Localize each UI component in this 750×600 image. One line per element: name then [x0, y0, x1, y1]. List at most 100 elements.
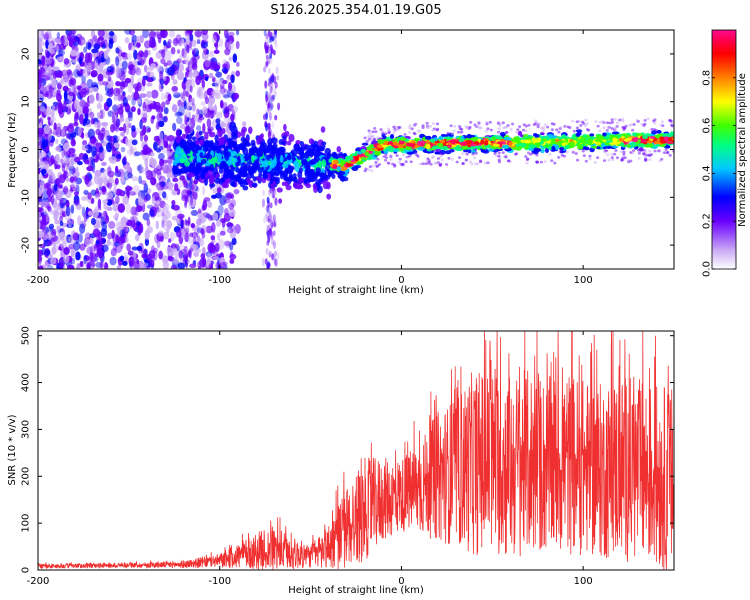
spectrogram-halo-cell — [483, 161, 488, 165]
spectrogram-noise-cell — [159, 158, 165, 167]
spectrogram-noise-cell — [138, 166, 145, 174]
spectrogram-noise-cell — [99, 95, 104, 103]
spectrogram-noise-cell — [38, 59, 42, 65]
spectrogram-signal-cell — [262, 169, 269, 178]
spectrogram-noise-cell — [201, 30, 208, 36]
spectrogram-noise-cell — [71, 180, 78, 192]
spectrogram-noise-cell — [98, 146, 104, 154]
spectrogram-signal-cell — [469, 146, 476, 150]
spectrogram-signal-cell — [382, 135, 387, 140]
spectrogram-halo-cell — [613, 117, 617, 121]
spectrogram-noise-cell — [101, 221, 108, 233]
spectrogram-noise-cell — [235, 70, 241, 77]
spectrogram-noise-cell — [46, 264, 54, 269]
spectrogram-noise-cell — [123, 155, 127, 163]
spectrogram-noise-cell — [38, 152, 47, 158]
spectrogram-noise-cell — [39, 93, 44, 99]
spectrogram-halo-cell — [497, 158, 501, 162]
spectrogram-signal-cell — [480, 139, 485, 145]
spectrogram-noise-cell — [97, 221, 104, 229]
spectrogram-signal-cell — [666, 145, 671, 149]
spectrogram-halo-cell — [602, 126, 606, 130]
spectrogram-signal-cell — [299, 145, 305, 152]
spectrogram-noise-cell — [56, 93, 62, 102]
spectrogram-noise-cell — [264, 80, 268, 89]
spectrogram-noise-cell — [213, 49, 220, 55]
spectrogram-noise-cell — [229, 121, 237, 132]
spectrogram-noise-cell — [166, 172, 173, 179]
spectrogram-noise-cell — [83, 159, 90, 165]
spectrogram-halo-cell — [646, 117, 650, 121]
spectrogram-noise-cell — [156, 163, 161, 170]
spectrogram-noise-cell — [87, 192, 92, 200]
spectrogram-signal-cell — [434, 148, 442, 152]
spectrogram-noise-cell — [55, 138, 59, 145]
spectrogram-noise-cell — [146, 71, 151, 80]
spectrogram-noise-cell — [212, 31, 219, 41]
spectrogram-noise-cell — [131, 98, 136, 106]
spectrogram-halo-cell — [404, 155, 409, 159]
spectrogram-noise-cell — [179, 38, 185, 45]
spectrogram-signal-cell — [258, 134, 264, 142]
spectrogram-signal-cell — [417, 146, 425, 151]
spectrogram-noise-cell — [270, 190, 274, 198]
spectrogram-noise-cell — [95, 217, 103, 224]
spectrogram-noise-cell — [89, 236, 94, 245]
spectrogram-halo-cell — [550, 159, 554, 162]
spectrogram-signal-cell — [176, 157, 181, 164]
spectrogram-noise-cell — [274, 258, 278, 267]
spectrogram-halo-cell — [535, 160, 539, 164]
spectrogram-signal-cell — [202, 145, 208, 152]
spectrogram-signal-cell — [582, 146, 588, 150]
spectrogram-signal-cell — [288, 173, 294, 180]
spectrogram-noise-cell — [224, 198, 231, 204]
colorbar-ticks: 0.00.20.40.60.8 — [702, 70, 736, 277]
spectrogram-halo-cell — [606, 126, 610, 129]
spectrogram-noise-cell — [140, 117, 147, 124]
spectrogram-noise-cell — [90, 180, 94, 186]
spectrogram-noise-cell — [267, 81, 271, 87]
spectrogram-halo-cell — [571, 119, 575, 123]
spectrogram-noise-cell — [139, 223, 144, 234]
spectrogram-noise-cell — [139, 265, 146, 269]
spectrogram-noise-cell — [59, 199, 64, 205]
spectrogram-noise-cell — [56, 225, 61, 230]
spectrogram-noise-cell — [151, 115, 156, 120]
spectrogram-signal-cell — [499, 131, 506, 137]
spectrogram-signal-cell — [540, 148, 545, 154]
spectrogram-signal-cell — [240, 157, 245, 163]
spectrogram-noise-cell — [273, 257, 277, 266]
spectrogram-signal-cell — [307, 148, 314, 156]
spectrogram-noise-cell — [138, 175, 143, 184]
spectrogram-signal-cell — [273, 168, 281, 177]
spectrogram-noise-cell — [161, 220, 165, 229]
spectrogram-signal-cell — [501, 141, 507, 145]
spectrogram-noise-cell — [38, 212, 41, 218]
spectrogram-noise-cell — [211, 35, 218, 44]
spectrogram-signal-cell — [269, 170, 275, 179]
spectrogram-noise-cell — [109, 156, 117, 164]
spectrogram-signal-cell — [193, 157, 198, 164]
spectrogram-signal-cell — [605, 139, 614, 143]
spectrogram-noise-cell — [199, 212, 207, 223]
spectrogram-noise-cell — [230, 113, 235, 122]
spectrogram-signal-cell — [240, 129, 246, 138]
spectrogram-noise-cell — [163, 107, 169, 115]
spectrogram-noise-cell — [160, 58, 166, 65]
spectrogram-halo-cell — [515, 130, 519, 134]
spectrogram-halo-cell — [377, 163, 382, 166]
spectrogram-noise-cell — [269, 52, 273, 59]
spectrogram-signal-cell — [240, 162, 247, 170]
spectrogram-halo-cell — [610, 127, 614, 130]
spectrogram-noise-cell — [87, 156, 94, 168]
spectrogram-halo-cell — [588, 154, 592, 158]
spectrogram-y-tick-label: 0 — [21, 146, 32, 152]
spectrogram-noise-cell — [161, 101, 166, 109]
spectrogram-noise-cell — [70, 138, 76, 147]
spectrogram-noise-cell — [67, 172, 72, 177]
spectrogram-halo-cell — [470, 162, 474, 166]
spectrogram-halo-cell — [641, 152, 646, 156]
spectrogram-noise-cell — [117, 226, 123, 237]
spectrogram-noise-cell — [186, 65, 190, 73]
spectrogram-x-tick-label: -100 — [208, 275, 231, 286]
